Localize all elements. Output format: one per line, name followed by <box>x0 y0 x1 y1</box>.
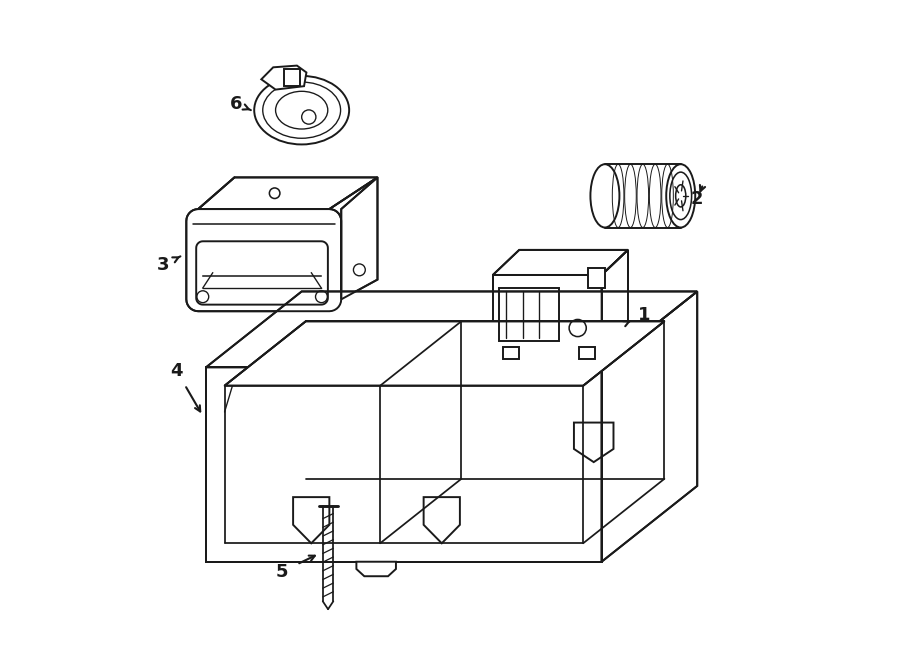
Ellipse shape <box>254 76 349 144</box>
Polygon shape <box>579 348 595 359</box>
Text: 3: 3 <box>157 256 169 274</box>
Polygon shape <box>206 291 698 367</box>
Polygon shape <box>503 348 519 359</box>
Polygon shape <box>261 66 306 89</box>
Text: 2: 2 <box>691 190 704 208</box>
Polygon shape <box>493 275 601 351</box>
Polygon shape <box>198 177 377 209</box>
Ellipse shape <box>590 164 619 228</box>
Text: 5: 5 <box>275 563 288 581</box>
Polygon shape <box>493 250 628 275</box>
Polygon shape <box>341 177 377 299</box>
Polygon shape <box>224 321 664 386</box>
Polygon shape <box>356 562 396 576</box>
Text: 1: 1 <box>638 306 651 324</box>
Polygon shape <box>601 250 628 351</box>
Polygon shape <box>206 367 601 562</box>
Polygon shape <box>186 209 341 311</box>
Text: 4: 4 <box>170 361 183 379</box>
Ellipse shape <box>666 164 695 228</box>
Polygon shape <box>601 291 698 562</box>
Polygon shape <box>589 268 605 288</box>
Text: 6: 6 <box>230 95 242 113</box>
